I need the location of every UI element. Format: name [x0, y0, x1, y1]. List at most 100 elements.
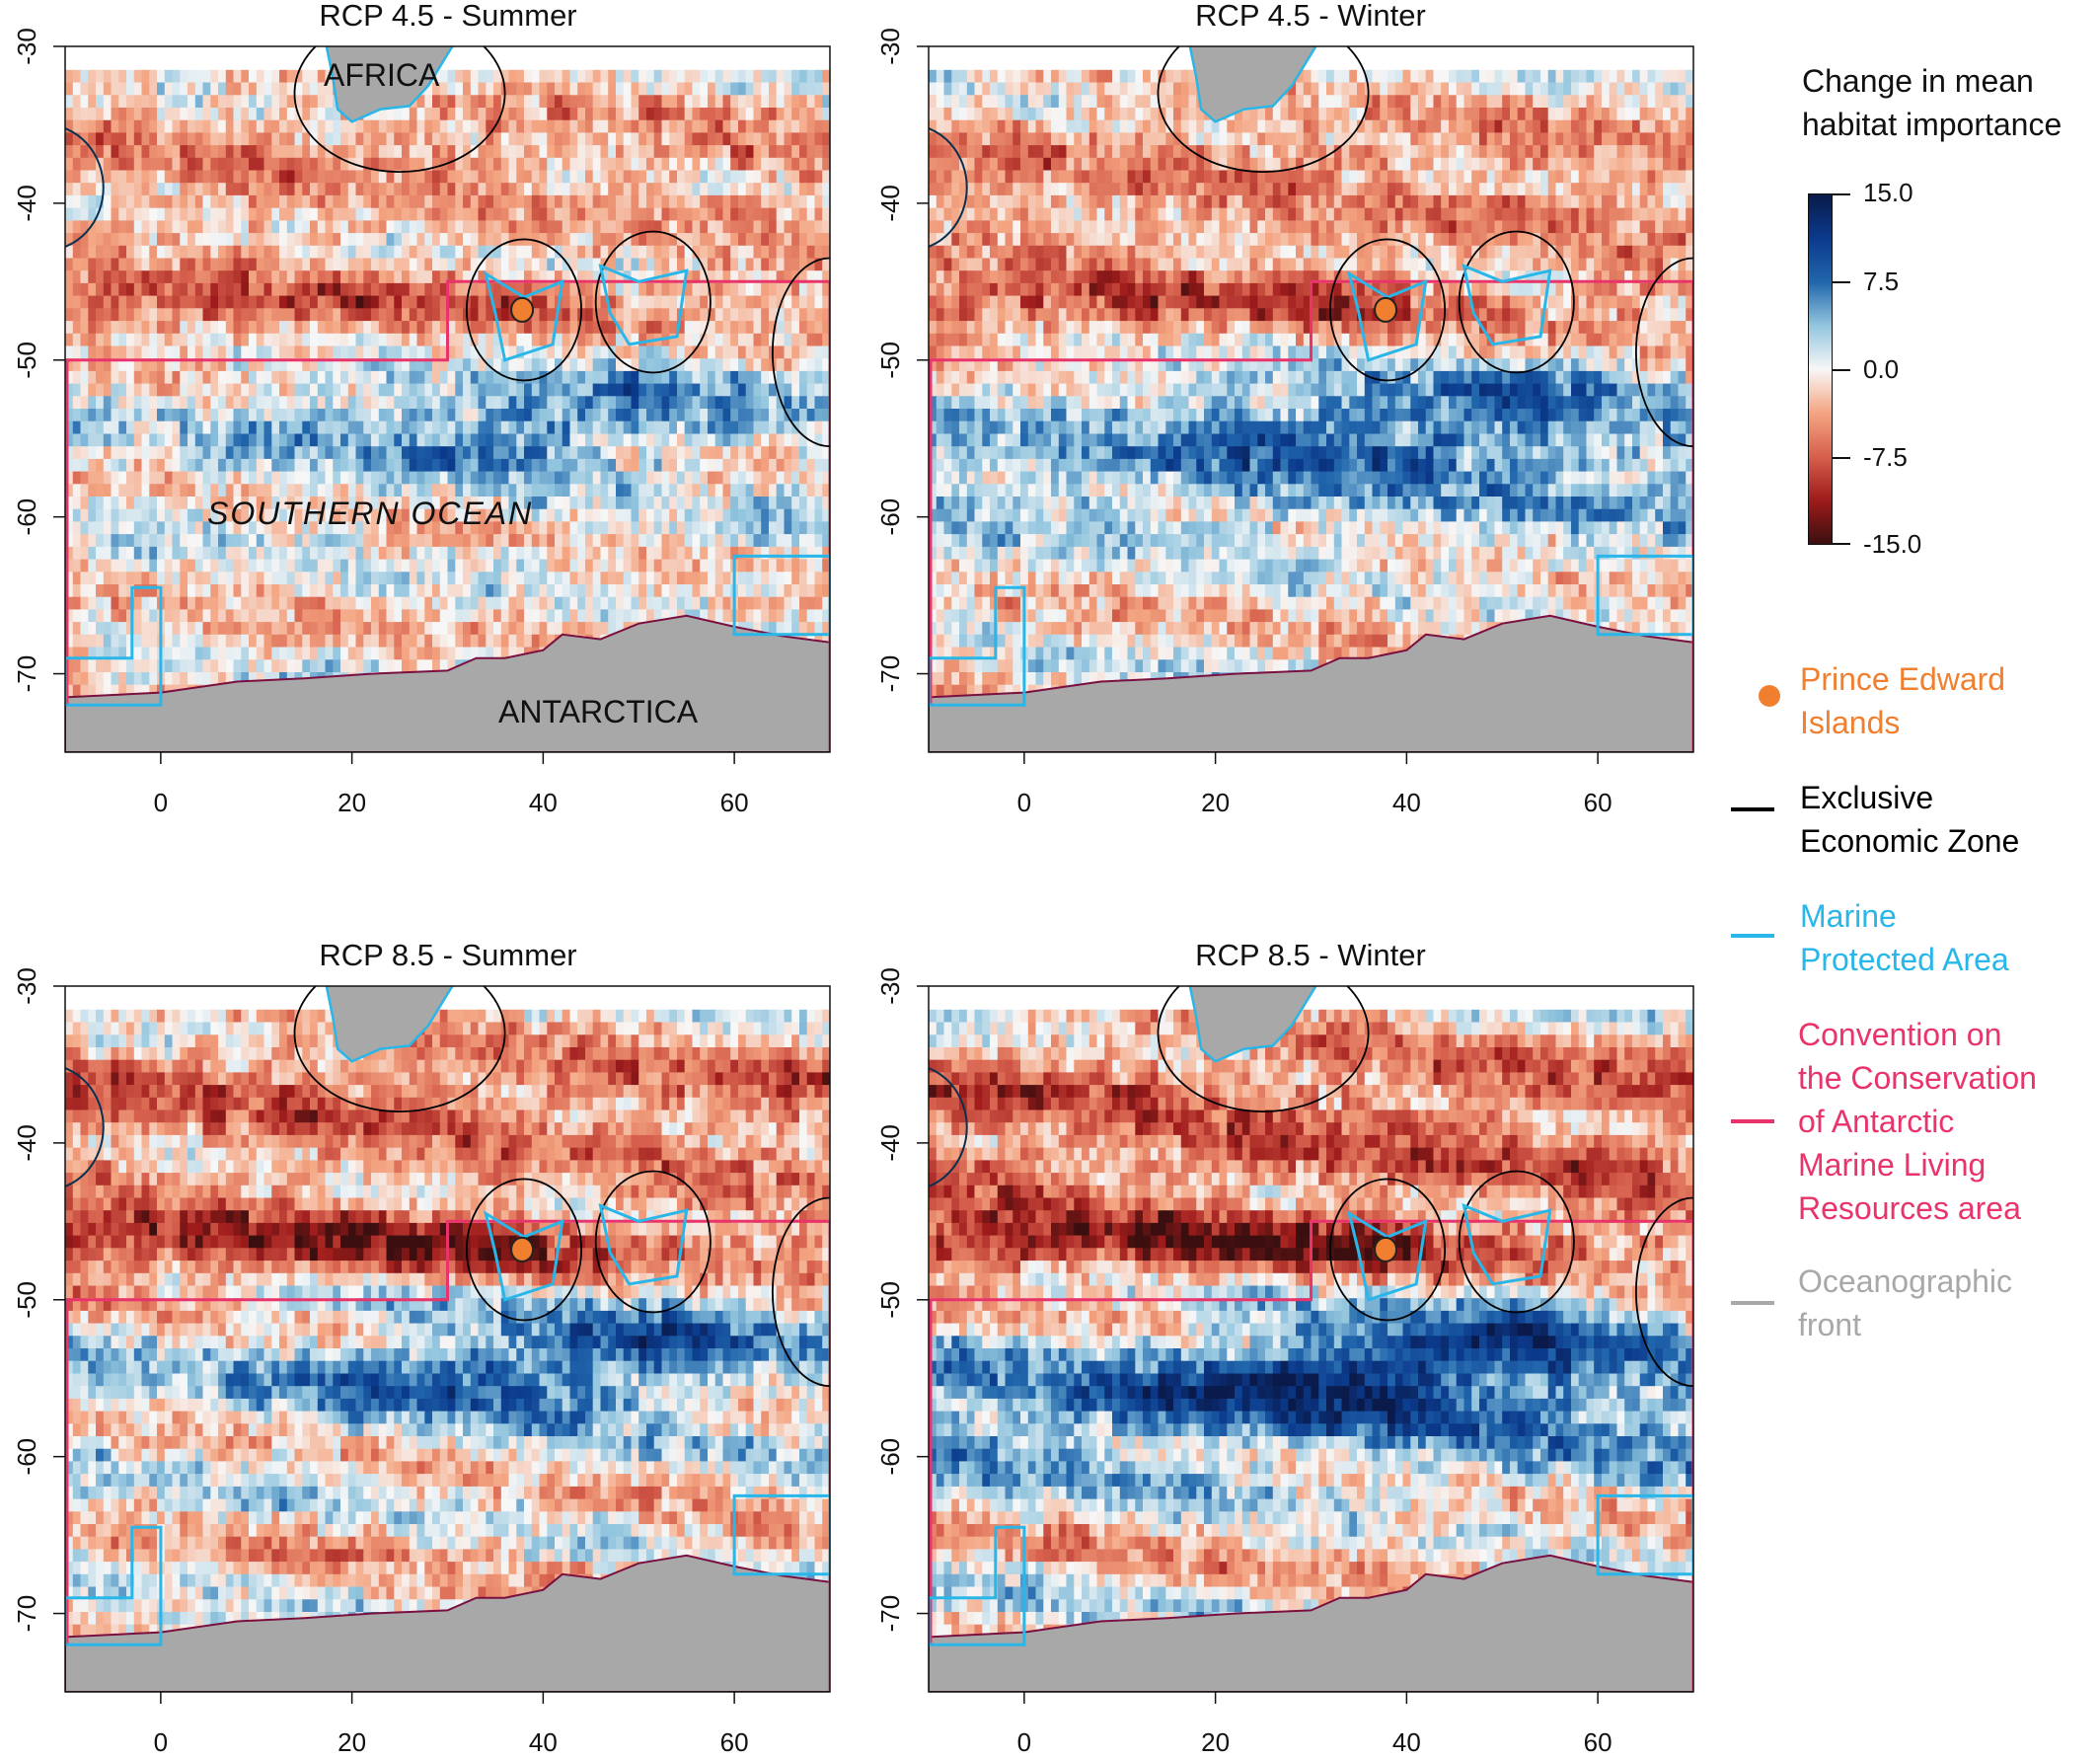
- habitat-cell: [753, 132, 762, 146]
- habitat-cell: [555, 609, 563, 623]
- habitat-cell: [202, 421, 211, 434]
- habitat-cell: [700, 295, 709, 309]
- habitat-cell: [263, 321, 272, 335]
- habitat-cell: [310, 333, 319, 347]
- habitat-cell: [661, 119, 670, 133]
- habitat-cell: [218, 282, 227, 297]
- habitat-cell: [524, 458, 533, 473]
- habitat-cell: [708, 233, 716, 247]
- habitat-cell: [531, 282, 541, 297]
- habitat-cell: [684, 233, 693, 247]
- habitat-cell: [371, 345, 380, 359]
- habitat-cell: [263, 82, 272, 96]
- habitat-cell: [700, 433, 709, 447]
- habitat-cell: [394, 333, 403, 347]
- habitat-cell: [310, 321, 319, 335]
- habitat-cell: [439, 458, 449, 473]
- habitat-cell: [111, 132, 119, 146]
- habitat-cell: [141, 333, 150, 347]
- habitat-cell: [133, 484, 143, 497]
- habitat-cell: [180, 672, 188, 686]
- habitat-cell: [118, 132, 127, 146]
- habitat-cell: [669, 258, 678, 271]
- habitat-cell: [722, 534, 731, 548]
- habitat-cell: [96, 69, 105, 84]
- habitat-cell: [486, 497, 494, 510]
- habitat-cell: [631, 194, 639, 209]
- habitat-cell: [616, 622, 625, 636]
- habitat-cell: [500, 433, 510, 447]
- habitat-cell: [555, 233, 563, 247]
- habitat-cell: [249, 157, 258, 172]
- habitat-cell: [225, 521, 235, 535]
- habitat-cell: [310, 270, 319, 284]
- habitat-cell: [180, 622, 188, 636]
- habitat-cell: [194, 622, 204, 636]
- habitat-cell: [194, 559, 204, 573]
- habitat-cell: [486, 409, 494, 422]
- habitat-cell: [218, 572, 227, 585]
- habitat-cell: [806, 458, 815, 473]
- habitat-cell: [761, 572, 770, 585]
- habitat-cell: [263, 245, 272, 260]
- habitat-cell: [432, 433, 441, 447]
- habitat-cell: [769, 295, 778, 309]
- habitat-cell: [555, 282, 563, 297]
- habitat-cell: [416, 145, 425, 159]
- habitat-cell: [88, 433, 97, 447]
- habitat-cell: [256, 345, 265, 359]
- habitat-cell: [439, 446, 449, 460]
- habitat-cell: [241, 194, 250, 209]
- habitat-cell: [317, 132, 327, 146]
- habitat-cell: [769, 95, 778, 109]
- habitat-cell: [784, 258, 792, 271]
- habitat-cell: [745, 145, 754, 159]
- habitat-cell: [363, 383, 372, 397]
- habitat-cell: [608, 69, 617, 84]
- habitat-cell: [249, 358, 258, 372]
- habitat-cell: [424, 534, 433, 548]
- habitat-cell: [80, 534, 89, 548]
- habitat-cell: [547, 333, 556, 347]
- habitat-cell: [126, 609, 135, 623]
- habitat-cell: [562, 559, 570, 573]
- habitat-cell: [753, 333, 762, 347]
- habitat-cell: [141, 383, 150, 397]
- habitat-cell: [210, 119, 219, 133]
- habitat-cell: [333, 609, 341, 623]
- habitat-cell: [600, 358, 609, 372]
- habitat-cell: [669, 508, 678, 522]
- habitat-cell: [340, 119, 349, 133]
- habitat-cell: [730, 95, 739, 109]
- habitat-cell: [753, 321, 762, 335]
- habitat-cell: [416, 282, 425, 297]
- habitat-cell: [631, 95, 639, 109]
- habitat-cell: [684, 321, 693, 335]
- habitat-cell: [340, 207, 349, 221]
- habitat-cell: [263, 370, 272, 385]
- habitat-cell: [806, 157, 815, 172]
- habitat-cell: [141, 245, 150, 260]
- habitat-cell: [333, 370, 341, 385]
- habitat-cell: [638, 433, 647, 447]
- habitat-cell: [830, 270, 838, 283]
- habitat-cell: [340, 559, 349, 573]
- habitat-cell: [822, 308, 830, 322]
- habitat-cell: [730, 471, 739, 485]
- habitat-cell: [524, 383, 533, 397]
- habitat-cell: [347, 584, 357, 598]
- habitat-cell: [202, 145, 211, 159]
- habitat-cell: [585, 609, 594, 623]
- habitat-cell: [486, 233, 494, 247]
- habitat-cell: [88, 220, 97, 234]
- habitat-cell: [378, 220, 388, 234]
- habitat-cell: [233, 497, 242, 510]
- habitat-cell: [347, 220, 357, 234]
- habitat-cell: [118, 521, 127, 535]
- habitat-cell: [302, 508, 311, 522]
- habitat-cell: [653, 546, 662, 561]
- habitat-cell: [784, 119, 792, 133]
- habitat-cell: [386, 421, 395, 434]
- habitat-cell: [822, 358, 830, 372]
- habitat-cell: [653, 471, 662, 485]
